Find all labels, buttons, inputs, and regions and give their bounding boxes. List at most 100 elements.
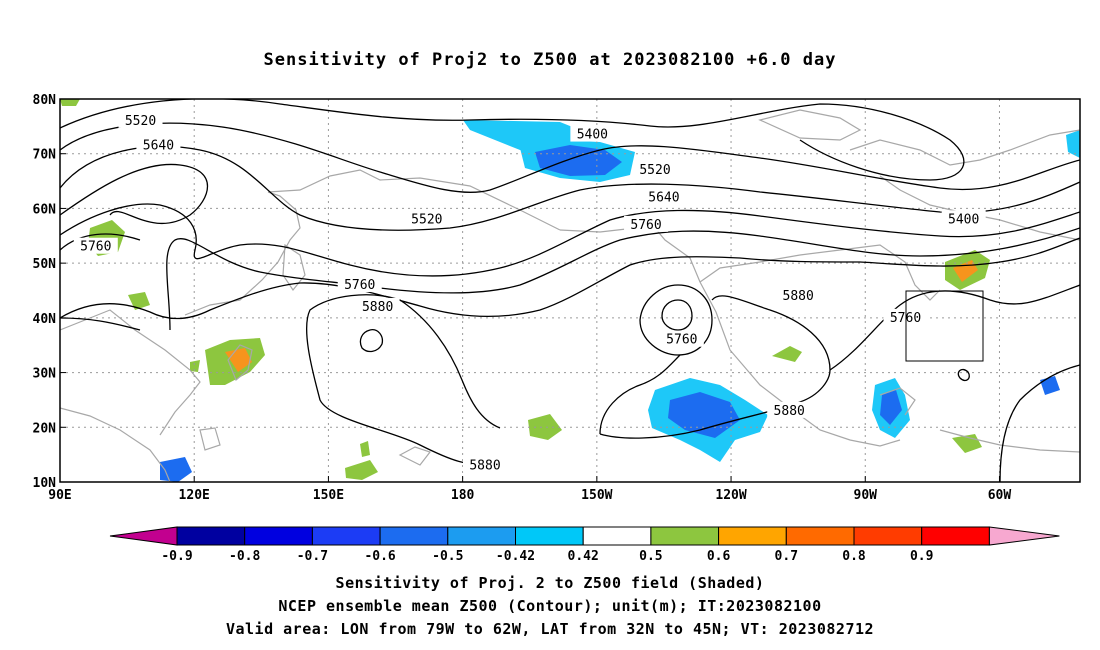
sensitivity-patch bbox=[668, 392, 740, 438]
axis-labels: 90E 120E 150E 180 150W 120W 90W 60W 80N 70N 60N 50N… bbox=[33, 93, 1012, 503]
lat-label: 40N bbox=[33, 312, 57, 327]
z500-contour bbox=[306, 294, 501, 465]
sensitivity-patch bbox=[225, 348, 252, 372]
colorbar-label: -0.8 bbox=[229, 549, 260, 564]
lat-label: 30N bbox=[33, 367, 57, 382]
footer-line-1: Sensitivity of Proj. 2 to Z500 field (Sh… bbox=[335, 574, 765, 592]
colorbar-min-arrow bbox=[109, 526, 178, 546]
contour-label-text: 5400 bbox=[948, 212, 979, 227]
lat-label: 20N bbox=[33, 421, 57, 436]
colorbar-box bbox=[921, 526, 990, 546]
coastline bbox=[267, 169, 561, 231]
contour-label-bg bbox=[941, 210, 986, 227]
sensitivity-patch bbox=[60, 99, 80, 106]
sensitivity-patch bbox=[528, 414, 562, 440]
coastline bbox=[184, 191, 301, 316]
z500-contour bbox=[359, 329, 384, 353]
coastline bbox=[699, 244, 941, 301]
colorbar-max-arrow bbox=[988, 526, 1060, 546]
colorbar-label: -0.9 bbox=[161, 549, 192, 564]
z500-contour bbox=[639, 284, 713, 356]
contour-label: 5880 bbox=[767, 401, 812, 419]
colorbar-box bbox=[447, 526, 516, 546]
contour-label-text: 5880 bbox=[783, 289, 814, 304]
colorbar-label: -0.7 bbox=[297, 549, 328, 564]
z500-contour bbox=[957, 368, 970, 382]
z500-contour bbox=[60, 145, 1080, 231]
lat-label: 50N bbox=[33, 257, 57, 272]
lon-label: 90W bbox=[854, 488, 878, 503]
coastline bbox=[758, 109, 862, 141]
contour-label-text: 5760 bbox=[344, 278, 375, 293]
contour-label-bg bbox=[118, 111, 163, 128]
grid-lines bbox=[60, 99, 1080, 482]
contour-label-text: 5400 bbox=[577, 128, 608, 143]
contour-label-text: 5640 bbox=[648, 190, 679, 205]
z500-contour bbox=[60, 237, 1080, 320]
contour-label: 5880 bbox=[776, 286, 821, 304]
lat-label: 60N bbox=[33, 202, 57, 217]
colorbar-box bbox=[853, 526, 923, 546]
coastline bbox=[879, 387, 916, 416]
colorbar-label: 0.42 bbox=[568, 549, 599, 564]
lat-label: 70N bbox=[33, 148, 57, 163]
contour-label-bg bbox=[355, 297, 400, 314]
colorbar-box bbox=[785, 526, 855, 546]
sensitivity-patch bbox=[880, 390, 902, 425]
contour-label-bg bbox=[641, 188, 686, 205]
colorbar-label: 0.6 bbox=[707, 549, 731, 564]
colorbar-box bbox=[176, 526, 246, 546]
colorbar-box bbox=[379, 526, 449, 546]
z500-contour bbox=[60, 233, 141, 251]
contour-label: 5520 bbox=[404, 210, 449, 227]
contour-label-text: 5880 bbox=[469, 459, 500, 474]
sensitivity-patch bbox=[360, 441, 370, 457]
contour-label-text: 5520 bbox=[639, 163, 670, 178]
contour-label: 5880 bbox=[355, 297, 400, 315]
z500-contour bbox=[60, 99, 965, 181]
colorbar-label: 0.7 bbox=[775, 549, 798, 564]
sensitivity-patch bbox=[190, 360, 200, 372]
coastline bbox=[849, 129, 1080, 166]
contour-label-bg bbox=[767, 401, 812, 418]
sensitivity-patch bbox=[128, 292, 150, 310]
sensitivity-patch bbox=[345, 460, 378, 480]
colorbar-label: 0.5 bbox=[639, 549, 662, 564]
contour-label-bg bbox=[136, 136, 181, 153]
contour-label: 5760 bbox=[624, 215, 669, 233]
contour-label: 5760 bbox=[659, 330, 704, 348]
z500-contour bbox=[829, 284, 1080, 371]
contour-label-text: 5760 bbox=[630, 218, 661, 233]
lon-label: 120E bbox=[179, 488, 210, 503]
contour-label: 5880 bbox=[463, 456, 507, 474]
lat-label: 10N bbox=[33, 476, 57, 491]
contour-label: 5640 bbox=[136, 136, 181, 154]
map-title: Sensitivity of Proj2 to Z500 at 20230821… bbox=[263, 50, 837, 70]
sensitivity-patch bbox=[535, 145, 622, 176]
z500-contour bbox=[661, 299, 693, 331]
contour-label: 5400 bbox=[570, 125, 615, 143]
colorbar-box bbox=[650, 526, 720, 546]
sensitivity-shading bbox=[60, 99, 1080, 482]
contour-label-text: 5520 bbox=[125, 114, 156, 129]
contour-label: 5760 bbox=[337, 276, 382, 293]
contour-label-bg bbox=[73, 237, 118, 254]
z500-contour bbox=[60, 163, 209, 225]
z500-contour bbox=[999, 364, 1080, 482]
lon-label: 150W bbox=[581, 488, 612, 503]
contour-label-bg bbox=[633, 161, 677, 178]
colorbar-box bbox=[582, 526, 652, 546]
coastline bbox=[60, 309, 201, 436]
contour-label: 5760 bbox=[73, 237, 118, 255]
lon-label: 60W bbox=[988, 488, 1012, 503]
contour-label: 5520 bbox=[633, 161, 677, 178]
coastline bbox=[939, 429, 1080, 453]
colorbar-box bbox=[311, 526, 381, 546]
colorbar-label: -0.42 bbox=[496, 549, 535, 564]
z500-contour bbox=[166, 227, 1080, 331]
footer-line-3: Valid area: LON from 79W to 62W, LAT fro… bbox=[225, 620, 875, 638]
lat-label: 80N bbox=[33, 93, 57, 108]
sensitivity-patch bbox=[1066, 130, 1080, 158]
contour-label-text: 5880 bbox=[362, 300, 393, 315]
contour-label-bg bbox=[624, 215, 669, 232]
